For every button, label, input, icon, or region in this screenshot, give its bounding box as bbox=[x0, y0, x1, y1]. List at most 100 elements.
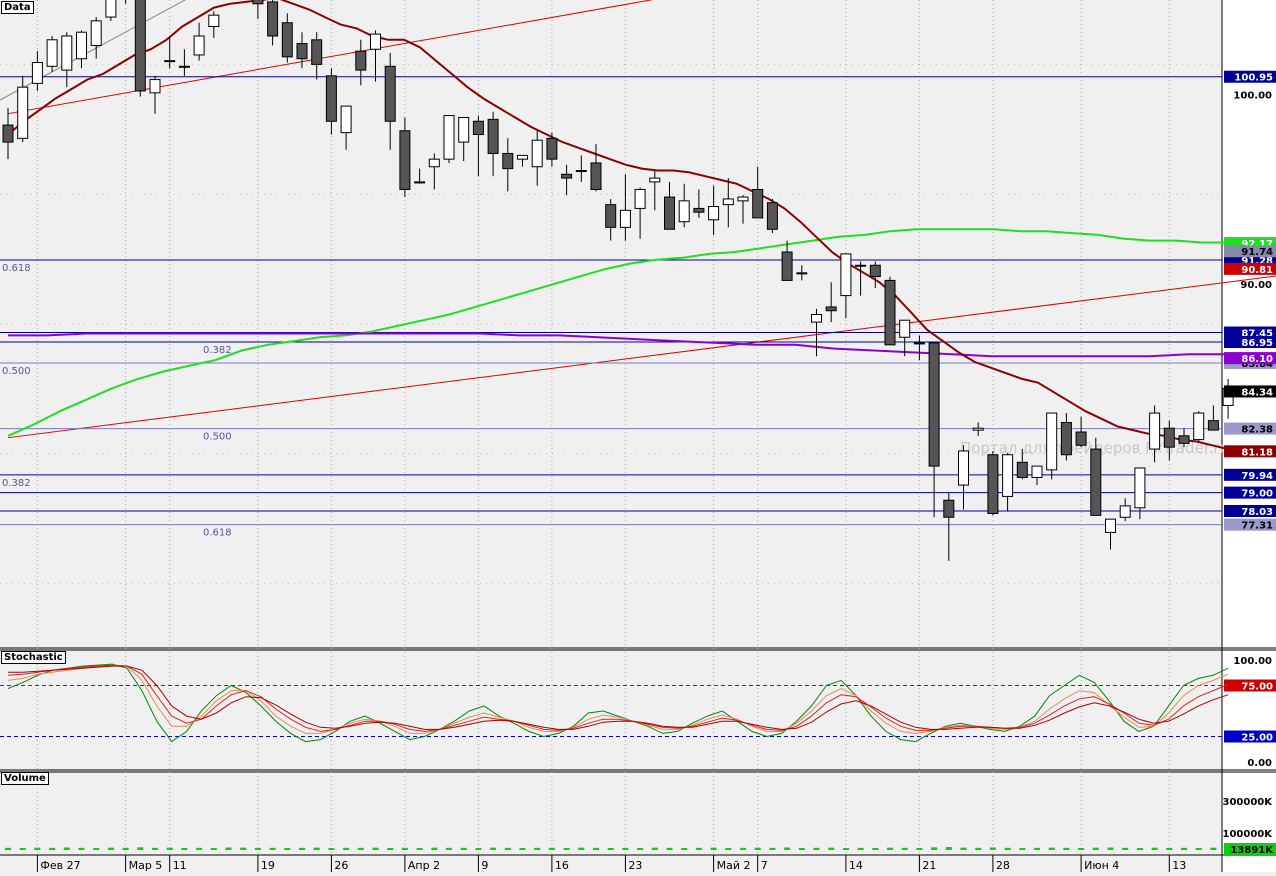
candle-body bbox=[1075, 431, 1087, 446]
x-tick-label: 23 bbox=[628, 859, 642, 872]
candle-body bbox=[90, 20, 102, 46]
candle-body bbox=[502, 152, 514, 170]
candle-body bbox=[105, 0, 117, 18]
volume-bar bbox=[754, 847, 761, 850]
volume-bar bbox=[63, 847, 70, 850]
stochastic-tick-label: 0.00 bbox=[1247, 758, 1272, 769]
volume-bar bbox=[225, 847, 232, 850]
candle-body bbox=[399, 130, 411, 190]
x-tick-label: Фев 27 bbox=[40, 859, 80, 872]
volume-bar bbox=[401, 847, 408, 850]
level-badge bbox=[1224, 336, 1276, 348]
volume-bar bbox=[1122, 847, 1129, 850]
candle-body bbox=[370, 33, 381, 50]
volume-bar bbox=[548, 847, 555, 850]
candle-body bbox=[869, 264, 881, 278]
level-badge bbox=[1224, 518, 1276, 531]
candle-body bbox=[1060, 422, 1072, 456]
candle-body bbox=[296, 43, 308, 60]
candle-body bbox=[796, 272, 808, 275]
volume-bar bbox=[137, 847, 144, 850]
candle-body bbox=[781, 251, 793, 281]
volume-bar bbox=[475, 848, 482, 850]
volume-bar bbox=[107, 847, 114, 850]
volume-panel-label: Volume bbox=[1, 772, 49, 785]
volume-bar bbox=[210, 848, 217, 850]
volume-bar bbox=[637, 848, 644, 850]
volume-bar bbox=[1004, 847, 1011, 850]
volume-bar bbox=[901, 847, 908, 850]
level-badge bbox=[1224, 70, 1276, 83]
volume-bar bbox=[887, 847, 893, 850]
candle-body bbox=[340, 105, 352, 134]
stochastic-tick-label: 100.00 bbox=[1233, 656, 1272, 667]
volume-bar bbox=[593, 847, 599, 850]
volume-bar bbox=[1063, 847, 1070, 850]
candle-body bbox=[134, 0, 146, 92]
candle-body bbox=[443, 115, 455, 160]
volume-bar bbox=[842, 848, 849, 850]
candle-body bbox=[517, 154, 528, 160]
candle-body bbox=[267, 1, 279, 37]
candle-body bbox=[1119, 505, 1131, 518]
volume-bar bbox=[240, 847, 247, 850]
volume-bar bbox=[769, 847, 776, 850]
volume-bar bbox=[945, 847, 952, 850]
volume-bar bbox=[666, 847, 673, 850]
volume-bar bbox=[857, 847, 864, 850]
x-tick-label: 14 bbox=[849, 859, 863, 872]
volume-bar bbox=[916, 848, 923, 850]
candle-body bbox=[722, 198, 734, 206]
stochastic-line bbox=[7, 663, 1229, 743]
volume-bar bbox=[299, 847, 305, 850]
candle-body bbox=[664, 196, 675, 230]
level-label: 79.94 bbox=[1241, 471, 1273, 482]
x-tick-label: Апр 2 bbox=[408, 859, 440, 872]
level-badge bbox=[1224, 468, 1276, 481]
volume-bar bbox=[328, 848, 335, 850]
volume-bar bbox=[284, 848, 291, 850]
candle-body bbox=[325, 75, 337, 122]
level-label: 86.95 bbox=[1241, 338, 1273, 349]
volume-bar bbox=[1195, 848, 1202, 850]
volume-bar bbox=[1092, 847, 1099, 850]
candle-body bbox=[943, 499, 955, 518]
volume-bar bbox=[607, 848, 614, 850]
price-tick-label: 90.00 bbox=[1240, 280, 1272, 291]
ma-slow-line bbox=[8, 332, 1229, 358]
volume-bar bbox=[1210, 847, 1217, 850]
x-tick-label: 11 bbox=[173, 859, 187, 872]
price-badge-label: 90.81 bbox=[1241, 265, 1273, 276]
volume-bar bbox=[49, 847, 56, 850]
candle-body bbox=[840, 253, 852, 297]
x-tick-label: 13 bbox=[1172, 859, 1186, 872]
candle-body bbox=[546, 137, 558, 160]
candle-body bbox=[178, 65, 190, 68]
candle-body bbox=[619, 209, 631, 228]
x-tick-label: 19 bbox=[261, 859, 275, 872]
watermark: Портал для трейдеров FxTrader.ru bbox=[960, 439, 1229, 457]
volume-bar bbox=[813, 847, 820, 850]
trendline-channel bbox=[0, 0, 186, 101]
candle-body bbox=[384, 65, 396, 122]
stochastic-panel-label: Stochastic bbox=[1, 651, 66, 664]
candle-body bbox=[1178, 435, 1190, 444]
candle-body bbox=[575, 170, 587, 173]
candle-body bbox=[1149, 412, 1161, 450]
level-badge bbox=[1224, 253, 1276, 266]
price-badge-label: 92.17 bbox=[1241, 239, 1273, 250]
volume-bar bbox=[196, 847, 203, 850]
volume-last-badge bbox=[1224, 843, 1276, 855]
candle-body bbox=[61, 35, 73, 71]
level-label: 85.84 bbox=[1241, 359, 1273, 370]
volume-bar bbox=[34, 847, 41, 850]
price-badge bbox=[1224, 352, 1276, 365]
candle-body bbox=[1134, 467, 1146, 509]
volume-bar bbox=[357, 847, 364, 850]
price-badge-label: 86.10 bbox=[1241, 354, 1273, 365]
volume-last-label: 13891K bbox=[1230, 845, 1274, 856]
candle-body bbox=[46, 39, 58, 67]
volume-bar bbox=[1078, 848, 1085, 850]
